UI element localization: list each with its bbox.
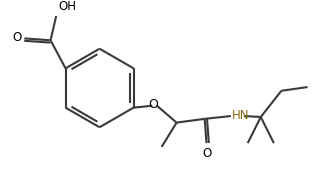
Text: HN: HN — [232, 109, 249, 122]
Text: O: O — [12, 31, 22, 44]
Text: O: O — [203, 147, 212, 160]
Text: OH: OH — [58, 0, 76, 13]
Text: O: O — [149, 98, 159, 111]
